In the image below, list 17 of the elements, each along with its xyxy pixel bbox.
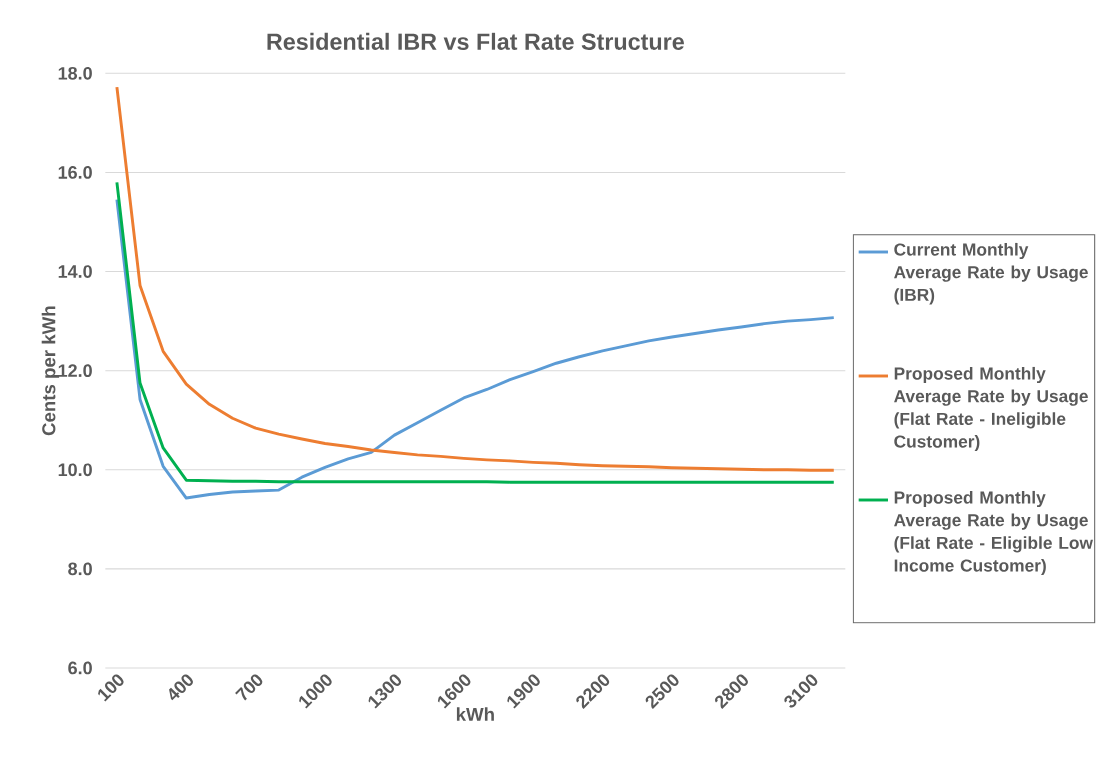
line-series bbox=[115, 85, 836, 472]
y-tick-label: 6.0 bbox=[68, 661, 92, 675]
y-tick-label: 10.0 bbox=[58, 463, 92, 476]
x-axis-title: kWh bbox=[456, 707, 494, 721]
chart-title: Residential IBR vs Flat Rate Structure bbox=[267, 32, 684, 50]
y-tick-label: 16.0 bbox=[58, 165, 92, 179]
y-tick-label: 14.0 bbox=[58, 265, 92, 278]
legend-label: Proposed Monthly Average Rate by Usage (Flat Rate - Eligible Low Income Customer) bbox=[894, 490, 1093, 575]
y-tick-label: 12.0 bbox=[58, 364, 92, 377]
y-axis-title: Cents per kWh bbox=[41, 306, 60, 436]
legend-label: Proposed Monthly Average Rate by Usage (Flat Rate - Ineligible Customer) bbox=[894, 366, 1088, 451]
y-tick-label: 8.0 bbox=[68, 562, 92, 576]
x-tick-label: 700 bbox=[235, 674, 263, 701]
legend-label: Current Monthly Average Rate by Usage (IBR) bbox=[894, 242, 1088, 305]
y-tick-label: 18.0 bbox=[58, 66, 92, 80]
x-tick-label: 400 bbox=[169, 674, 193, 701]
x-tick-label: 100 bbox=[98, 674, 124, 702]
